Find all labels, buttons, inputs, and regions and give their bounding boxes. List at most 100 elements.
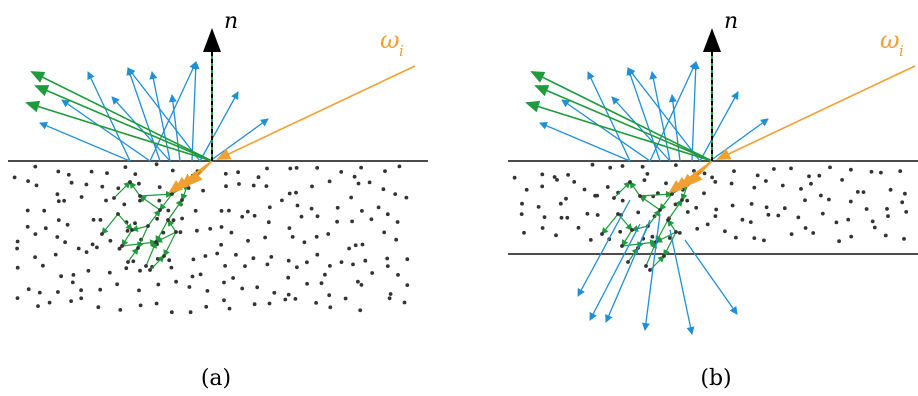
- transmitted-ray: [605, 219, 651, 323]
- particle: [208, 226, 213, 231]
- particle: [265, 262, 270, 267]
- particle: [252, 302, 257, 307]
- particle: [56, 290, 60, 294]
- particle: [15, 246, 19, 251]
- particle: [588, 238, 593, 242]
- particle: [772, 167, 776, 171]
- internal-path-segment: [101, 213, 119, 235]
- particle: [710, 175, 714, 180]
- particle: [642, 178, 647, 183]
- particle: [819, 193, 823, 198]
- particle: [236, 170, 241, 175]
- particle: [692, 169, 696, 173]
- particle: [36, 304, 40, 308]
- particle: [79, 296, 84, 301]
- scatter-node: [158, 208, 162, 212]
- particle: [62, 198, 66, 203]
- internal-path-segment: [117, 213, 133, 231]
- scattered-ray: [611, 96, 671, 162]
- particle: [512, 175, 517, 180]
- particle: [323, 272, 327, 277]
- particle: [310, 184, 314, 189]
- particle: [100, 184, 105, 189]
- particle: [817, 173, 822, 178]
- internal-path-segment: [147, 209, 161, 227]
- particle: [25, 224, 30, 229]
- internal-path-segment: [139, 195, 161, 211]
- scatter-node: [674, 230, 678, 234]
- particle: [66, 172, 71, 177]
- transmitted-ray: [577, 199, 631, 297]
- particle: [762, 238, 766, 243]
- particle: [394, 237, 399, 242]
- scatter-node: [128, 180, 132, 184]
- particle: [576, 225, 581, 230]
- particle: [272, 290, 277, 295]
- internal-path-segment: [121, 229, 133, 247]
- particle: [339, 170, 344, 174]
- particle: [803, 226, 808, 230]
- particle: [131, 259, 136, 264]
- particle: [554, 233, 558, 238]
- particle: [674, 163, 678, 168]
- particle: [41, 263, 45, 268]
- internal-path-segment: [127, 247, 139, 263]
- particle: [224, 184, 228, 189]
- particle: [695, 226, 700, 231]
- particle: [294, 166, 299, 170]
- particle: [861, 190, 866, 195]
- particle: [295, 265, 299, 270]
- particle: [564, 196, 568, 201]
- particle: [764, 179, 768, 183]
- particle: [645, 172, 650, 176]
- particle: [381, 187, 386, 192]
- particle: [203, 254, 208, 258]
- particle: [685, 198, 690, 203]
- particle: [752, 236, 757, 241]
- particle: [363, 258, 368, 263]
- particle: [190, 274, 195, 279]
- particle: [667, 236, 672, 240]
- particle: [37, 290, 42, 295]
- particle: [405, 283, 410, 287]
- particle: [90, 242, 95, 247]
- internal-path-segment: [155, 231, 177, 243]
- particle: [382, 230, 387, 235]
- particle: [359, 283, 364, 287]
- particle: [245, 209, 250, 214]
- particle: [286, 275, 291, 280]
- particle: [360, 209, 364, 213]
- particle: [572, 180, 577, 184]
- particle: [387, 296, 392, 301]
- particle: [729, 181, 734, 186]
- particle: [620, 164, 625, 168]
- particle: [405, 257, 410, 262]
- internal-path-segment: [601, 213, 619, 235]
- particle: [118, 308, 123, 312]
- scattered-ray: [699, 91, 739, 162]
- particle: [385, 212, 390, 217]
- particle: [900, 200, 905, 205]
- particle: [251, 256, 256, 261]
- particle: [636, 210, 641, 215]
- internal-path-segment: [639, 190, 673, 198]
- particle: [227, 208, 231, 213]
- particle: [243, 264, 247, 268]
- particle: [309, 206, 314, 211]
- scatter-node: [120, 244, 124, 248]
- particle: [234, 252, 238, 257]
- scatter-node: [148, 268, 152, 272]
- scattered-ray: [127, 67, 201, 162]
- particle: [702, 171, 707, 176]
- particle: [780, 183, 785, 188]
- particle: [846, 217, 851, 222]
- particle: [70, 280, 75, 285]
- particle: [231, 276, 236, 280]
- scattered-ray: [111, 96, 171, 162]
- particle: [397, 164, 402, 169]
- particle: [280, 198, 284, 203]
- scatter-node: [612, 196, 616, 200]
- particle: [732, 169, 736, 174]
- particle: [116, 186, 121, 191]
- particle: [169, 310, 174, 315]
